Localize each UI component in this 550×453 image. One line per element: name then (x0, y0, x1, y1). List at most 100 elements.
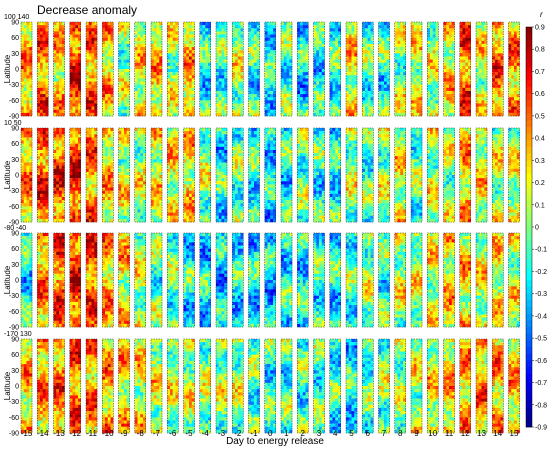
heat-cell (435, 31, 439, 35)
heat-cell (202, 84, 206, 88)
heat-cell (53, 81, 57, 85)
heat-cell (72, 143, 76, 147)
heat-cell (216, 90, 219, 95)
heat-cell (300, 75, 303, 79)
heat-cell (69, 34, 73, 38)
heat-cell (159, 193, 163, 198)
heat-cell (86, 31, 89, 35)
heat-cell (78, 22, 81, 26)
heat-cell (121, 131, 125, 135)
heat-cell (88, 159, 92, 163)
strip-day-9 (410, 21, 423, 117)
heat-cell (189, 75, 192, 79)
heat-cell (221, 112, 225, 117)
heat-cell (397, 31, 401, 35)
heat-cell (102, 43, 106, 48)
heat-cell (170, 59, 173, 63)
heat-cell (110, 34, 114, 38)
heat-cell (500, 75, 504, 79)
heat-cell (94, 187, 98, 191)
heat-cell (419, 40, 423, 45)
heat-cell (167, 65, 171, 70)
heat-cell (78, 181, 81, 185)
heat-cell (354, 65, 358, 70)
heat-cell (224, 59, 228, 63)
heat-cell (107, 149, 111, 154)
heat-cell (91, 94, 95, 98)
heat-cell (224, 103, 228, 107)
heat-cell (153, 59, 157, 63)
heat-cell (251, 103, 255, 107)
heat-cell (143, 90, 146, 95)
heat-cell (153, 25, 157, 29)
heat-cell (72, 87, 76, 92)
heat-cell (449, 97, 452, 101)
heat-cell (492, 81, 496, 85)
heat-cell (140, 187, 144, 191)
heat-cell (94, 75, 98, 79)
heat-cell (186, 75, 190, 79)
heat-cell (248, 103, 252, 107)
heat-cell (21, 72, 24, 76)
heat-cell (329, 43, 333, 48)
heat-cell (370, 84, 374, 88)
heat-cell (156, 62, 160, 67)
heat-cell (137, 25, 141, 29)
heat-cell (42, 100, 46, 104)
heat-cell (191, 62, 195, 67)
heat-cell (107, 109, 111, 114)
heat-cell (281, 47, 284, 51)
heat-cell (251, 90, 255, 95)
heat-cell (134, 97, 138, 101)
heat-cell (37, 34, 41, 38)
strip-day--7 (150, 127, 163, 223)
heat-cell (397, 56, 401, 60)
heat-cell (26, 190, 30, 194)
heat-cell (175, 34, 179, 38)
heat-cell (427, 34, 431, 38)
heat-cell (384, 97, 387, 101)
heat-cell (224, 69, 228, 73)
heat-cell (29, 184, 33, 188)
heat-cell (167, 94, 171, 98)
heat-cell (273, 78, 276, 82)
heat-cell (300, 22, 303, 26)
heat-cell (484, 56, 488, 60)
heat-cell (365, 47, 368, 51)
heat-cell (449, 53, 452, 57)
heat-cell (419, 59, 423, 63)
heat-cell (94, 22, 98, 26)
heat-cell (61, 184, 65, 188)
heat-cell (183, 81, 187, 85)
heat-cell (61, 156, 65, 160)
heat-cell (75, 190, 79, 194)
heat-cell (264, 37, 268, 41)
strip-frame (118, 127, 130, 223)
heat-cell (137, 200, 141, 204)
heat-cell (42, 56, 46, 60)
heat-cell (78, 140, 81, 144)
heat-cell (45, 134, 49, 138)
heat-cell (313, 84, 317, 88)
heat-cell (26, 28, 30, 32)
heat-cell (110, 196, 114, 201)
heat-cell (413, 78, 417, 82)
heat-cell (235, 31, 238, 35)
heat-cell (137, 94, 141, 98)
heat-cell (224, 84, 228, 88)
heat-cell (216, 31, 219, 35)
heat-cell (156, 196, 160, 201)
heat-cell (497, 87, 501, 92)
heat-cell (175, 56, 179, 60)
heat-cell (451, 87, 455, 92)
heat-cell (88, 149, 92, 154)
heat-cell (478, 43, 482, 48)
heat-cell (140, 72, 144, 76)
heat-cell (186, 22, 190, 26)
heat-cell (37, 153, 41, 157)
heat-cell (23, 187, 27, 191)
heat-cell (443, 100, 447, 104)
heat-cell (78, 62, 81, 67)
heat-cell (102, 146, 106, 151)
heat-cell (61, 50, 65, 54)
